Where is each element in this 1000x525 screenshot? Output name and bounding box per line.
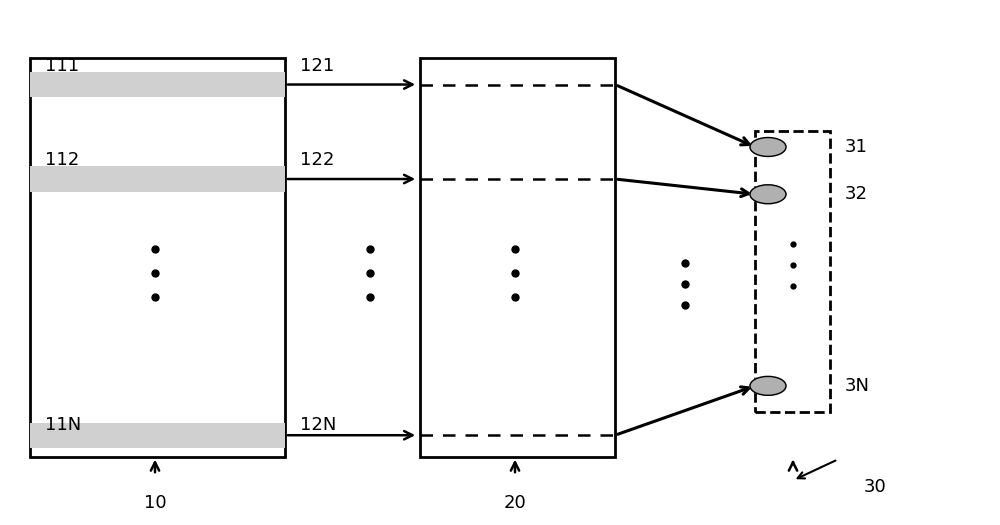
Bar: [420, 58, 615, 457]
Bar: [30, 58, 285, 457]
Text: 10: 10: [144, 494, 166, 512]
Text: 111: 111: [45, 57, 79, 75]
Circle shape: [750, 185, 786, 204]
Bar: [30, 72, 285, 97]
Bar: [30, 166, 285, 192]
Text: 31: 31: [845, 138, 868, 156]
Text: 12N: 12N: [300, 416, 336, 434]
Text: 112: 112: [45, 151, 79, 169]
Text: 121: 121: [300, 57, 334, 75]
Text: 32: 32: [845, 185, 868, 203]
Bar: [30, 423, 285, 448]
Bar: [755, 131, 830, 412]
Text: 11N: 11N: [45, 416, 81, 434]
Text: 3N: 3N: [845, 377, 870, 395]
Text: 20: 20: [504, 494, 526, 512]
Circle shape: [750, 376, 786, 395]
Text: 30: 30: [864, 478, 886, 496]
Circle shape: [750, 138, 786, 156]
Text: 122: 122: [300, 151, 334, 169]
